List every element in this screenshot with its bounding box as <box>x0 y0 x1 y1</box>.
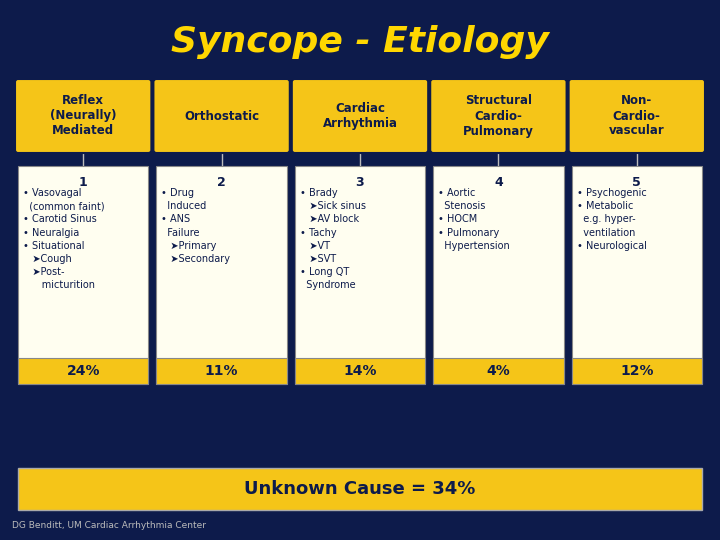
Text: 1: 1 <box>78 176 88 189</box>
Bar <box>156 166 287 384</box>
Text: Reflex
(Neurally)
Mediated: Reflex (Neurally) Mediated <box>50 94 117 138</box>
Text: 24%: 24% <box>66 364 100 378</box>
FancyBboxPatch shape <box>292 79 428 153</box>
Text: Orthostatic: Orthostatic <box>184 110 259 123</box>
Text: Non-
Cardio-
vascular: Non- Cardio- vascular <box>609 94 665 138</box>
FancyBboxPatch shape <box>431 79 567 153</box>
Bar <box>294 166 426 384</box>
Bar <box>572 358 702 384</box>
Text: 12%: 12% <box>620 364 654 378</box>
Bar <box>572 166 702 384</box>
Text: • Drug
  Induced
• ANS
  Failure
   ➤Primary
   ➤Secondary: • Drug Induced • ANS Failure ➤Primary ➤S… <box>161 188 230 264</box>
FancyBboxPatch shape <box>569 79 705 153</box>
Text: 2: 2 <box>217 176 226 189</box>
Text: • Aortic
  Stenosis
• HOCM
• Pulmonary
  Hypertension: • Aortic Stenosis • HOCM • Pulmonary Hyp… <box>438 188 510 251</box>
Text: Unknown Cause = 34%: Unknown Cause = 34% <box>244 480 476 498</box>
Text: • Psychogenic
• Metabolic
  e.g. hyper-
  ventilation
• Neurological: • Psychogenic • Metabolic e.g. hyper- ve… <box>577 188 647 251</box>
Bar <box>18 468 702 510</box>
Text: 14%: 14% <box>343 364 377 378</box>
Bar <box>18 358 148 384</box>
FancyBboxPatch shape <box>15 79 151 153</box>
Text: 4%: 4% <box>487 364 510 378</box>
Bar <box>433 166 564 384</box>
Text: DG Benditt, UM Cardiac Arrhythmia Center: DG Benditt, UM Cardiac Arrhythmia Center <box>12 521 206 530</box>
Bar <box>294 358 426 384</box>
Text: • Vasovagal
  (common faint)
• Carotid Sinus
• Neuralgia
• Situational
   ➤Cough: • Vasovagal (common faint) • Carotid Sin… <box>23 188 104 291</box>
Text: 5: 5 <box>632 176 642 189</box>
Text: Syncope - Etiology: Syncope - Etiology <box>171 25 549 59</box>
Text: 4: 4 <box>494 176 503 189</box>
Bar <box>18 166 148 384</box>
Text: Cardiac
Arrhythmia: Cardiac Arrhythmia <box>323 102 397 130</box>
Bar <box>156 358 287 384</box>
Text: Structural
Cardio-
Pulmonary: Structural Cardio- Pulmonary <box>463 94 534 138</box>
Text: 11%: 11% <box>205 364 238 378</box>
Text: • Brady
   ➤Sick sinus
   ➤AV block
• Tachy
   ➤VT
   ➤SVT
• Long QT
  Syndrome: • Brady ➤Sick sinus ➤AV block • Tachy ➤V… <box>300 188 366 291</box>
Bar <box>433 358 564 384</box>
Text: 3: 3 <box>356 176 364 189</box>
FancyBboxPatch shape <box>153 79 289 153</box>
